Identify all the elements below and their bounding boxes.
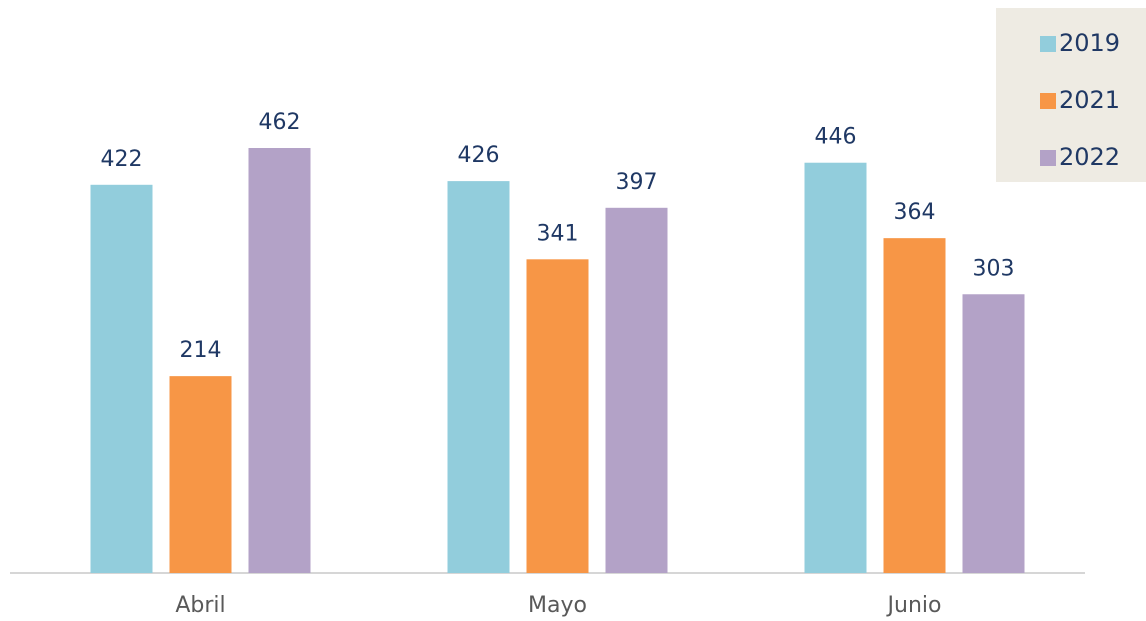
- bar: [804, 162, 867, 573]
- bar: [447, 181, 510, 573]
- x-tick-label: Abril: [175, 593, 225, 618]
- data-label: 426: [458, 143, 500, 168]
- data-label: 446: [815, 125, 857, 150]
- legend-label: 2022: [1059, 143, 1120, 171]
- data-label: 214: [180, 338, 222, 363]
- x-tick-label: Mayo: [528, 593, 587, 618]
- data-label: 462: [259, 110, 301, 135]
- legend-label: 2021: [1059, 86, 1120, 114]
- data-label: 364: [894, 200, 936, 225]
- bar: [169, 376, 232, 573]
- legend-swatch: [1040, 36, 1056, 52]
- legend-swatch: [1040, 150, 1056, 166]
- bar: [605, 207, 668, 573]
- bar: [883, 238, 946, 573]
- data-label: 303: [973, 256, 1015, 281]
- x-tick-label: Junio: [886, 593, 942, 618]
- bar: [526, 259, 589, 573]
- bar: [962, 294, 1025, 573]
- data-label: 422: [101, 147, 143, 172]
- legend-box: [996, 8, 1146, 182]
- legend-swatch: [1040, 93, 1056, 109]
- bar: [248, 148, 311, 573]
- data-label: 397: [616, 170, 658, 195]
- bar: [90, 184, 153, 573]
- data-label: 341: [537, 221, 579, 246]
- legend-label: 2019: [1059, 29, 1120, 57]
